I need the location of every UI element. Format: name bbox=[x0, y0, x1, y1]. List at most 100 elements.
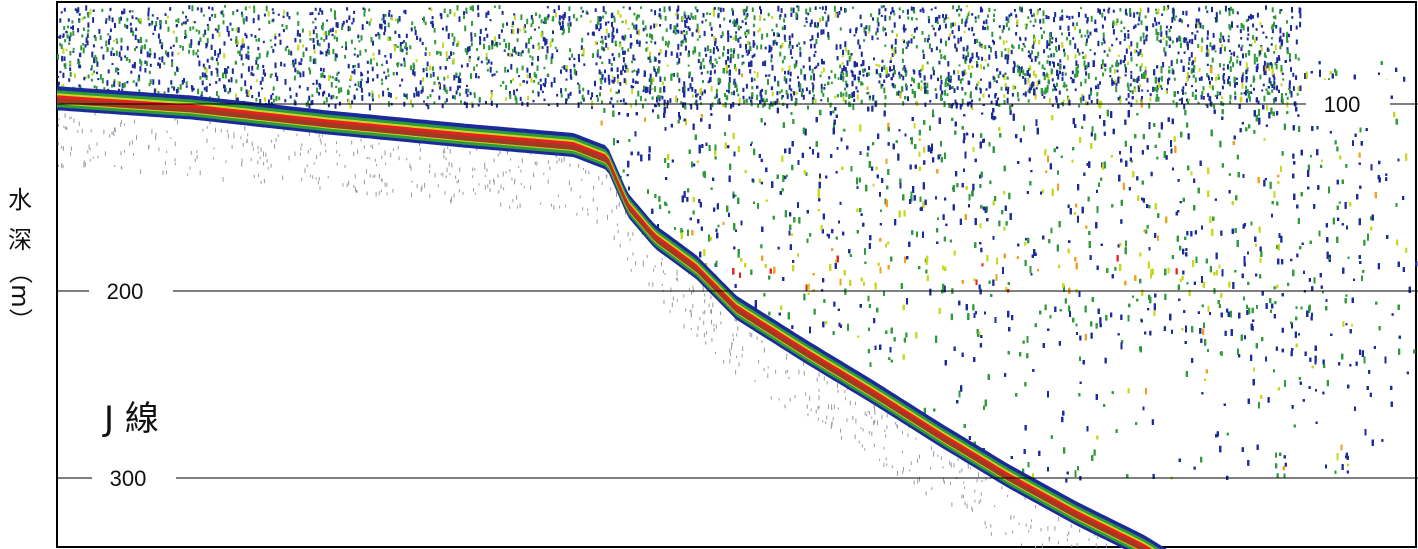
echo-mark bbox=[991, 31, 994, 37]
echo-mark bbox=[1231, 8, 1234, 11]
echo-mark bbox=[1030, 88, 1033, 91]
echo-mark bbox=[601, 74, 604, 80]
echo-mark bbox=[911, 16, 913, 21]
echo-mark bbox=[926, 38, 929, 43]
echo-mark bbox=[875, 31, 878, 36]
echo-mark bbox=[1011, 44, 1014, 48]
echo-mark bbox=[762, 104, 765, 108]
echo-mark bbox=[483, 37, 486, 42]
echo-mark bbox=[881, 66, 883, 72]
echo-mark bbox=[161, 42, 164, 47]
echo-mark bbox=[227, 66, 230, 69]
echo-mark bbox=[1186, 98, 1188, 102]
echo-mark bbox=[431, 16, 434, 20]
echo-mark bbox=[487, 10, 490, 16]
echo-mark bbox=[101, 77, 104, 84]
echo-mark bbox=[1112, 20, 1115, 27]
echo-mark bbox=[176, 88, 178, 94]
echo-mark bbox=[741, 20, 744, 23]
echo-mark bbox=[928, 43, 931, 49]
echo-mark bbox=[507, 69, 509, 73]
echo-mark bbox=[469, 58, 471, 62]
echo-mark bbox=[282, 15, 285, 19]
echo-mark bbox=[1242, 53, 1244, 59]
echo-mark bbox=[516, 67, 519, 74]
echo-mark bbox=[216, 73, 219, 77]
echo-mark bbox=[453, 12, 456, 17]
echo-mark bbox=[1157, 96, 1160, 102]
echo-mark bbox=[107, 33, 110, 36]
echo-mark bbox=[201, 72, 204, 78]
echo-mark bbox=[1061, 14, 1064, 21]
echo-mark bbox=[934, 6, 937, 10]
echo-mark bbox=[1286, 40, 1288, 43]
echo-mark bbox=[541, 90, 544, 93]
echo-mark bbox=[490, 91, 493, 97]
echo-mark bbox=[582, 87, 585, 92]
echo-mark bbox=[323, 90, 326, 95]
echo-mark bbox=[781, 42, 784, 48]
echo-mark bbox=[991, 39, 994, 43]
echo-mark bbox=[1252, 35, 1255, 40]
echo-mark bbox=[399, 42, 402, 47]
echo-mark bbox=[250, 33, 253, 37]
echo-mark bbox=[1106, 53, 1109, 57]
echo-mark bbox=[257, 46, 260, 51]
echo-mark bbox=[911, 77, 914, 82]
echo-mark bbox=[834, 73, 837, 79]
echo-mark bbox=[429, 65, 432, 71]
echo-mark bbox=[341, 23, 344, 28]
echo-mark bbox=[1233, 51, 1236, 57]
echo-mark bbox=[352, 17, 355, 23]
echo-mark bbox=[798, 87, 801, 92]
echo-mark bbox=[913, 9, 916, 14]
echo-mark bbox=[79, 52, 82, 58]
echo-mark bbox=[1130, 41, 1133, 47]
echo-mark bbox=[654, 103, 656, 108]
echo-mark bbox=[234, 60, 237, 65]
echo-mark bbox=[126, 17, 129, 22]
echo-mark bbox=[717, 81, 720, 85]
echo-mark bbox=[1178, 19, 1181, 23]
echo-mark bbox=[845, 8, 847, 13]
echo-mark bbox=[824, 11, 827, 14]
echo-mark bbox=[215, 81, 218, 84]
echo-mark bbox=[773, 76, 776, 82]
echo-mark bbox=[601, 61, 604, 65]
echo-mark bbox=[607, 21, 610, 24]
echo-mark bbox=[351, 70, 354, 74]
echo-mark bbox=[635, 99, 638, 106]
echo-mark bbox=[758, 27, 761, 32]
echo-mark bbox=[1089, 90, 1092, 96]
echo-mark bbox=[1013, 60, 1016, 64]
echo-mark bbox=[1171, 17, 1174, 23]
echo-mark bbox=[272, 86, 275, 91]
echo-mark bbox=[1155, 96, 1158, 102]
echo-mark bbox=[309, 69, 312, 75]
echo-mark bbox=[151, 20, 154, 25]
echo-mark bbox=[1155, 30, 1158, 36]
echo-mark bbox=[1272, 73, 1275, 78]
echo-mark bbox=[789, 49, 792, 55]
echo-mark bbox=[296, 29, 299, 35]
echo-mark bbox=[210, 56, 213, 60]
echo-mark bbox=[1198, 7, 1201, 12]
echo-mark bbox=[1011, 104, 1014, 107]
echo-mark bbox=[632, 54, 635, 61]
echo-mark bbox=[599, 92, 601, 97]
echo-mark bbox=[813, 94, 815, 97]
echo-mark bbox=[274, 72, 277, 78]
echo-mark bbox=[434, 39, 437, 45]
echo-mark bbox=[477, 56, 480, 59]
echo-mark bbox=[360, 78, 363, 81]
echo-mark bbox=[235, 27, 238, 31]
echo-mark bbox=[682, 16, 685, 21]
echo-mark bbox=[490, 96, 493, 101]
echo-mark bbox=[85, 5, 88, 11]
echo-mark bbox=[599, 16, 602, 22]
echo-mark bbox=[760, 44, 763, 50]
echo-mark bbox=[438, 84, 441, 87]
echo-mark bbox=[764, 60, 767, 67]
echo-mark bbox=[428, 7, 431, 10]
echo-mark bbox=[882, 26, 885, 32]
